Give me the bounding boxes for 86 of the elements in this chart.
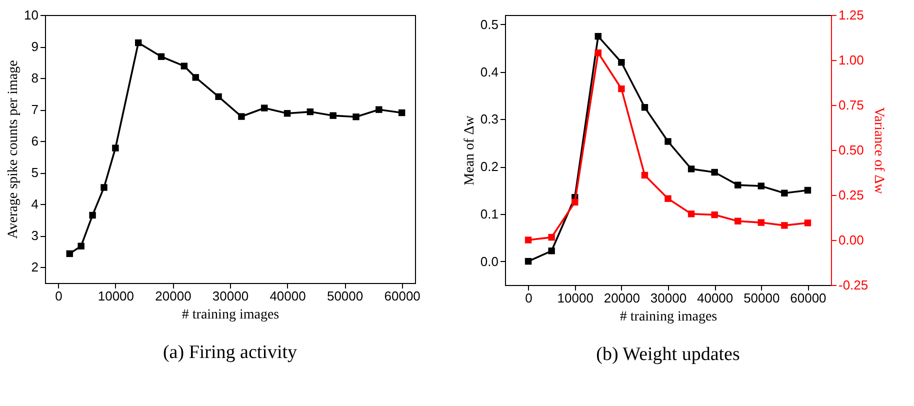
point bbox=[352, 113, 360, 120]
point bbox=[804, 220, 812, 226]
point bbox=[306, 108, 314, 116]
point bbox=[758, 219, 764, 226]
y-tick-label: 4 bbox=[31, 196, 38, 212]
y2-tick-label: 0.00 bbox=[838, 232, 864, 248]
point bbox=[781, 190, 788, 196]
y-tick-label: 0.2 bbox=[480, 159, 498, 174]
point bbox=[180, 62, 188, 70]
y-tick-label: 5 bbox=[31, 165, 38, 180]
y2-tick-label: 0.75 bbox=[838, 98, 864, 112]
point bbox=[398, 109, 406, 116]
point bbox=[688, 166, 695, 172]
y-tick-label: 9 bbox=[31, 39, 38, 54]
point bbox=[284, 110, 291, 117]
point bbox=[158, 53, 165, 60]
point bbox=[804, 186, 812, 194]
point bbox=[688, 210, 695, 218]
x-tick-label: 60000 bbox=[790, 290, 826, 306]
x-tick-label: 10000 bbox=[557, 290, 594, 306]
y-axis-title: Mean of Δw bbox=[462, 114, 478, 186]
y-tick-label: 2 bbox=[31, 260, 38, 275]
point bbox=[664, 138, 672, 145]
y-tick-label: 0.3 bbox=[480, 112, 498, 127]
point bbox=[572, 198, 578, 206]
point bbox=[594, 49, 602, 56]
y-tick-label: 3 bbox=[31, 228, 38, 244]
point bbox=[641, 104, 648, 111]
point bbox=[376, 106, 382, 113]
point bbox=[734, 218, 742, 224]
y-axis-title: Average spike counts per image bbox=[6, 60, 22, 239]
y2-axis-title: Variance of Δw bbox=[871, 107, 886, 195]
x-tick-label: 60000 bbox=[384, 288, 420, 304]
point bbox=[524, 258, 532, 265]
point bbox=[215, 93, 222, 100]
point bbox=[548, 234, 555, 241]
point bbox=[66, 250, 73, 258]
x-axis-title: # training images bbox=[620, 310, 718, 324]
y-tick-label: 0.0 bbox=[480, 254, 498, 269]
y-tick-label: 6 bbox=[31, 134, 38, 149]
x-tick-label: 50000 bbox=[744, 290, 780, 306]
point bbox=[618, 59, 625, 66]
x-tick-label: 40000 bbox=[696, 290, 734, 306]
point bbox=[135, 39, 142, 46]
y-tick-label: 10 bbox=[24, 8, 38, 22]
point bbox=[261, 104, 268, 112]
x-axis-title: # training images bbox=[182, 308, 280, 322]
x-tick-label: 0 bbox=[525, 290, 532, 306]
point bbox=[112, 144, 119, 152]
y-tick-label: 7 bbox=[31, 102, 38, 118]
point bbox=[641, 172, 648, 179]
point bbox=[524, 236, 532, 244]
point bbox=[618, 85, 625, 92]
point bbox=[89, 212, 96, 219]
y2-tick-label: 1.25 bbox=[838, 8, 864, 22]
point bbox=[758, 182, 764, 190]
point bbox=[711, 168, 718, 176]
y-tick-label: 0.4 bbox=[480, 64, 498, 80]
point bbox=[594, 32, 602, 40]
point bbox=[330, 112, 336, 119]
text: (a) Firing activity bbox=[162, 342, 298, 363]
point bbox=[238, 113, 245, 120]
x-tick-label: 10000 bbox=[98, 288, 134, 304]
point bbox=[192, 74, 199, 81]
x-tick-label: 30000 bbox=[212, 288, 249, 304]
y-tick-label: 0.1 bbox=[480, 206, 498, 222]
y2-tick-label: 1.00 bbox=[838, 52, 864, 68]
x-tick-label: 40000 bbox=[270, 288, 306, 304]
x-tick-label: 20000 bbox=[155, 288, 192, 304]
y2-tick-label: 0.25 bbox=[838, 188, 864, 202]
point bbox=[734, 182, 742, 188]
point bbox=[100, 184, 108, 191]
y-tick-label: 8 bbox=[31, 70, 38, 86]
point bbox=[548, 248, 555, 254]
point bbox=[78, 242, 84, 250]
x-tick-label: 0 bbox=[55, 288, 62, 304]
point bbox=[781, 222, 788, 229]
y2-tick-label: -0.25 bbox=[838, 278, 868, 292]
y-tick-label: 0.5 bbox=[480, 16, 498, 32]
x-tick-label: 30000 bbox=[650, 290, 687, 306]
y2-tick-label: 0.50 bbox=[838, 142, 864, 158]
x-tick-label: 50000 bbox=[326, 288, 364, 304]
text: (b) Weight updates bbox=[596, 344, 740, 365]
point bbox=[711, 211, 718, 218]
point bbox=[664, 195, 672, 202]
x-tick-label: 20000 bbox=[604, 290, 640, 306]
